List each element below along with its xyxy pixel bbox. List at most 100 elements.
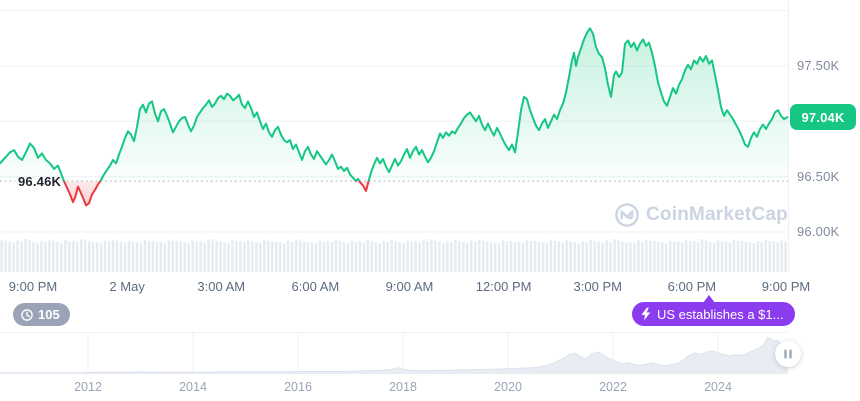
volume-bar xyxy=(219,242,222,272)
volume-bar xyxy=(310,242,314,272)
volume-bar xyxy=(259,242,262,272)
volume-bar xyxy=(227,243,230,272)
volume-bar xyxy=(223,242,226,272)
volume-bar xyxy=(135,242,139,272)
volume-bar xyxy=(167,239,171,272)
volume-bar xyxy=(784,241,787,272)
volume-bar xyxy=(386,242,389,272)
volume-bar xyxy=(275,242,278,272)
volume-bar xyxy=(565,240,568,272)
pause-button[interactable] xyxy=(775,341,801,367)
volume-bar xyxy=(645,239,648,272)
volume-bar xyxy=(533,240,537,272)
volume-bar xyxy=(294,239,298,272)
volume-bar xyxy=(64,240,67,272)
price-axis-label: 96.00K xyxy=(797,224,840,239)
volume-bar xyxy=(306,242,310,272)
volume-bar xyxy=(673,241,676,272)
volume-bar xyxy=(179,241,182,272)
volume-bar xyxy=(657,242,660,272)
volume-bar xyxy=(680,242,684,272)
year-axis-label: 2020 xyxy=(494,380,522,394)
volume-bar xyxy=(239,241,242,272)
volume-bar xyxy=(549,239,553,272)
volume-bar xyxy=(199,241,202,272)
volume-bar xyxy=(346,242,350,272)
volume-bar xyxy=(56,241,59,272)
volume-bar xyxy=(111,239,115,272)
volume-bar xyxy=(76,242,79,272)
volume-bar xyxy=(569,241,572,272)
volume-bar xyxy=(438,241,441,272)
mini-area xyxy=(0,337,788,374)
volume-bar xyxy=(629,242,632,272)
volume-bar xyxy=(501,240,505,272)
volume-bar xyxy=(744,241,748,272)
volume-bar xyxy=(44,241,47,272)
volume-bar xyxy=(271,241,274,272)
volume-bar xyxy=(24,239,27,272)
volume-bar xyxy=(772,241,775,272)
volume-bar xyxy=(704,240,708,272)
volume-bar xyxy=(776,242,779,272)
volume-bar xyxy=(649,240,652,272)
clock-history-icon xyxy=(20,308,34,322)
volume-bar xyxy=(358,241,362,272)
volume-bar xyxy=(402,243,405,272)
volume-bar xyxy=(374,242,377,272)
volume-bar xyxy=(513,242,517,272)
time-axis-label: 9:00 AM xyxy=(385,279,434,294)
volume-bar xyxy=(139,243,143,272)
volume-bar xyxy=(191,240,194,272)
news-event-badge[interactable]: US establishes a $1... xyxy=(632,302,796,326)
volume-bar xyxy=(505,241,509,272)
volume-bar xyxy=(422,240,425,272)
volume-bar xyxy=(740,240,744,272)
year-axis-label: 2016 xyxy=(284,380,312,394)
coinmarketcap-logo-icon xyxy=(615,203,639,227)
volume-bar xyxy=(489,242,493,272)
volume-bar xyxy=(231,240,234,272)
main-price-chart[interactable] xyxy=(0,0,860,275)
open-price-label: 96.46K xyxy=(18,174,62,189)
year-axis-label: 2018 xyxy=(389,380,417,394)
volume-bar xyxy=(52,240,55,272)
volume-bar xyxy=(68,241,71,272)
news-caret xyxy=(703,295,715,303)
volume-bar xyxy=(40,240,43,272)
volume-bar xyxy=(601,242,604,272)
volume-bar xyxy=(290,241,294,272)
news-history-count-badge[interactable]: 105 xyxy=(13,303,70,326)
volume-bar xyxy=(398,242,401,272)
volume-bar xyxy=(426,241,429,272)
volume-bar xyxy=(147,241,151,272)
year-axis-label: 2014 xyxy=(179,380,207,394)
volume-bar xyxy=(669,240,672,272)
volume-bar xyxy=(322,241,326,272)
volume-bar xyxy=(760,242,763,272)
volume-bar xyxy=(342,241,346,272)
time-axis-label: 9:00 PM xyxy=(761,279,811,294)
price-line-up xyxy=(0,27,788,182)
price-axis-label: 97.50K xyxy=(797,57,840,73)
coinmarketcap-watermark: CoinMarketCap xyxy=(615,203,788,227)
volume-bar xyxy=(732,239,736,272)
volume-bar xyxy=(159,241,163,272)
volume-bar xyxy=(334,239,338,272)
volume-bar xyxy=(103,240,107,272)
volume-bar xyxy=(187,243,190,272)
volume-bar xyxy=(637,240,640,272)
volume-bar xyxy=(48,239,51,272)
volume-bar xyxy=(720,241,724,272)
year-axis-label: 2022 xyxy=(599,380,627,394)
price-area-up xyxy=(0,28,788,182)
volume-bar xyxy=(119,241,123,272)
volume-bar xyxy=(593,241,596,272)
volume-bar xyxy=(497,243,501,272)
history-navigator-chart[interactable] xyxy=(0,330,800,376)
time-axis-label: 2 May xyxy=(109,279,145,294)
volume-bar xyxy=(350,240,354,272)
volume-bar xyxy=(485,241,489,272)
year-axis-label: 2012 xyxy=(74,380,102,394)
